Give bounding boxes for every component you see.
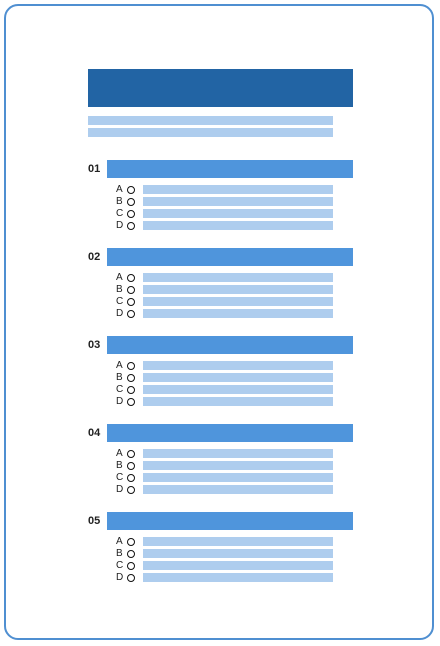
answer-option[interactable]: A [116, 184, 336, 196]
option-text-placeholder [143, 209, 333, 218]
intro-line [88, 116, 333, 125]
answer-option[interactable]: D [116, 572, 336, 584]
question-number: 04 [88, 427, 101, 439]
answer-option[interactable]: A [116, 448, 336, 460]
title-bar [88, 69, 353, 107]
answer-option[interactable]: A [116, 536, 336, 548]
radio-button-icon[interactable] [127, 486, 135, 494]
answer-option[interactable]: B [116, 284, 336, 296]
option-letter: C [116, 384, 124, 395]
page-frame [4, 4, 434, 640]
radio-button-icon[interactable] [127, 374, 135, 382]
answer-option[interactable]: C [116, 208, 336, 220]
option-text-placeholder [143, 273, 333, 282]
option-letter: D [116, 308, 124, 319]
option-text-placeholder [143, 197, 333, 206]
option-text-placeholder [143, 461, 333, 470]
question-number: 03 [88, 339, 101, 351]
answer-option[interactable]: C [116, 472, 336, 484]
option-text-placeholder [143, 397, 333, 406]
option-letter: B [116, 548, 123, 559]
intro-line [88, 128, 333, 137]
radio-button-icon[interactable] [127, 298, 135, 306]
option-letter: D [116, 572, 124, 583]
radio-button-icon[interactable] [127, 274, 135, 282]
answer-option[interactable]: A [116, 360, 336, 372]
option-letter: A [116, 184, 123, 195]
option-text-placeholder [143, 561, 333, 570]
option-letter: C [116, 560, 124, 571]
question-bar [107, 248, 353, 266]
radio-button-icon[interactable] [127, 550, 135, 558]
option-letter: A [116, 448, 123, 459]
option-letter: B [116, 284, 123, 295]
option-letter: D [116, 484, 124, 495]
question-bar [107, 424, 353, 442]
option-text-placeholder [143, 221, 333, 230]
radio-button-icon[interactable] [127, 362, 135, 370]
answer-option[interactable]: A [116, 272, 336, 284]
option-letter: A [116, 272, 123, 283]
option-letter: C [116, 472, 124, 483]
option-letter: B [116, 196, 123, 207]
radio-button-icon[interactable] [127, 538, 135, 546]
option-letter: A [116, 360, 123, 371]
radio-button-icon[interactable] [127, 398, 135, 406]
radio-button-icon[interactable] [127, 210, 135, 218]
radio-button-icon[interactable] [127, 198, 135, 206]
answer-option[interactable]: D [116, 308, 336, 320]
option-text-placeholder [143, 485, 333, 494]
option-text-placeholder [143, 473, 333, 482]
option-text-placeholder [143, 297, 333, 306]
question-number: 05 [88, 515, 101, 527]
option-letter: C [116, 296, 124, 307]
answer-option[interactable]: D [116, 396, 336, 408]
answer-option[interactable]: D [116, 220, 336, 232]
answer-option[interactable]: C [116, 560, 336, 572]
answer-option[interactable]: B [116, 460, 336, 472]
option-text-placeholder [143, 373, 333, 382]
answer-option[interactable]: D [116, 484, 336, 496]
answer-option[interactable]: B [116, 548, 336, 560]
radio-button-icon[interactable] [127, 386, 135, 394]
answer-option[interactable]: C [116, 296, 336, 308]
option-text-placeholder [143, 449, 333, 458]
radio-button-icon[interactable] [127, 186, 135, 194]
option-text-placeholder [143, 361, 333, 370]
option-letter: B [116, 460, 123, 471]
radio-button-icon[interactable] [127, 474, 135, 482]
question-number: 01 [88, 163, 101, 175]
option-text-placeholder [143, 285, 333, 294]
option-text-placeholder [143, 573, 333, 582]
option-letter: B [116, 372, 123, 383]
radio-button-icon[interactable] [127, 310, 135, 318]
radio-button-icon[interactable] [127, 562, 135, 570]
question-bar [107, 160, 353, 178]
answer-option[interactable]: B [116, 196, 336, 208]
option-letter: D [116, 396, 124, 407]
radio-button-icon[interactable] [127, 222, 135, 230]
option-text-placeholder [143, 537, 333, 546]
option-letter: D [116, 220, 124, 231]
radio-button-icon[interactable] [127, 574, 135, 582]
radio-button-icon[interactable] [127, 462, 135, 470]
answer-option[interactable]: B [116, 372, 336, 384]
option-text-placeholder [143, 185, 333, 194]
radio-button-icon[interactable] [127, 286, 135, 294]
question-number: 02 [88, 251, 101, 263]
radio-button-icon[interactable] [127, 450, 135, 458]
option-letter: A [116, 536, 123, 547]
answer-option[interactable]: C [116, 384, 336, 396]
question-bar [107, 512, 353, 530]
option-text-placeholder [143, 549, 333, 558]
option-letter: C [116, 208, 124, 219]
question-bar [107, 336, 353, 354]
option-text-placeholder [143, 385, 333, 394]
option-text-placeholder [143, 309, 333, 318]
